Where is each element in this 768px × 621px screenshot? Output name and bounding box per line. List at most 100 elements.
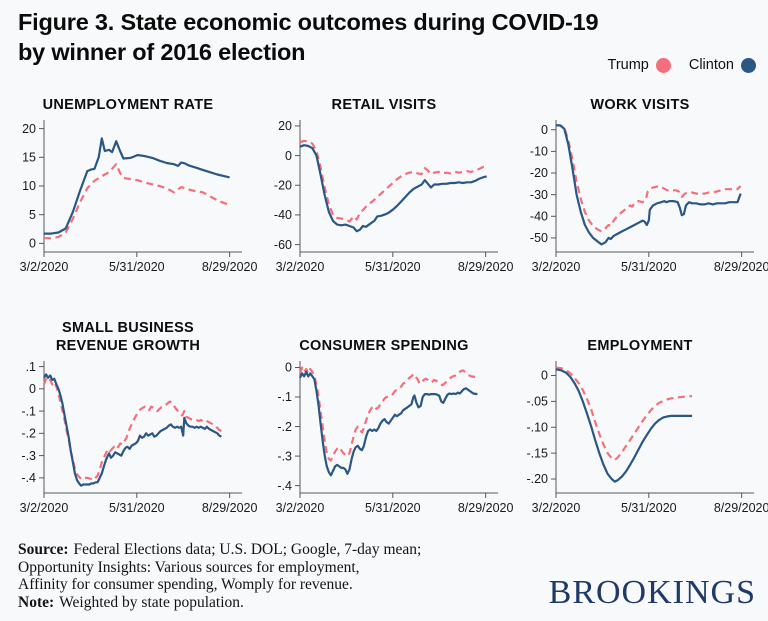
svg-text:-30: -30 (530, 188, 548, 202)
svg-text:-.10: -.10 (526, 420, 548, 434)
figure-title-line2: by winner of 2016 election (18, 38, 306, 65)
legend: Trump Clinton (608, 57, 756, 73)
chart-retail-visits: RETAIL VISITS 20 0 -20 -40 -60 3/2/2020 5/31/20… (256, 90, 514, 282)
svg-text:-10: -10 (530, 145, 548, 159)
svg-text:8/29/2020: 8/29/2020 (458, 260, 514, 274)
svg-text:0: 0 (285, 361, 292, 375)
svg-text:-.3: -.3 (21, 449, 36, 463)
svg-text:3/2/2020: 3/2/2020 (532, 260, 581, 274)
svg-text:5/31/2020: 5/31/2020 (109, 260, 165, 274)
svg-text:15: 15 (22, 151, 36, 165)
svg-text:-60: -60 (274, 238, 292, 252)
source-line-3: Affinity for consumer spending, Womply f… (18, 576, 353, 593)
chart-title-line: RETAIL VISITS (331, 96, 437, 113)
plot-area: 0 -10 -20 -30 -40 -50 3/2/2020 5/31/2020 8/29/20… (530, 120, 768, 274)
brookings-logo: BROOKINGS (548, 574, 756, 611)
svg-text:-20: -20 (274, 178, 292, 192)
chart-title: SMALL BUSINESS REVENUE GROWTH (56, 315, 200, 355)
svg-text:5/31/2020: 5/31/2020 (621, 260, 677, 274)
plot-area: 0 -.1 -.2 -.3 -.4 3/2/2020 5/31/2020 8/29/2020 (276, 361, 514, 515)
svg-text:-.15: -.15 (526, 446, 548, 460)
svg-text:5: 5 (29, 208, 36, 222)
svg-text:-40: -40 (530, 209, 548, 223)
trump-color-dot-icon (655, 57, 671, 73)
plot-area: 0 -.05 -.10 -.15 -.20 3/2/2020 5/31/2020 8/29/2… (526, 361, 768, 515)
svg-text:-50: -50 (530, 231, 548, 245)
svg-text:0: 0 (541, 123, 548, 137)
charts-grid: UNEMPLOYMENT RATE 20 15 10 5 0 3/2/2020 5/31/20… (0, 90, 768, 523)
axes: 0 -.1 -.2 -.3 -.4 3/2/2020 5/31/2020 8/29/2020 (276, 361, 514, 515)
chart-title-line: UNEMPLOYMENT RATE (42, 96, 214, 113)
chart-title: RETAIL VISITS (332, 90, 437, 114)
svg-text:-.2: -.2 (21, 427, 36, 441)
axes: 20 15 10 5 0 3/2/2020 5/31/2020 8/29/2020 (20, 120, 258, 274)
trump-line (44, 163, 230, 240)
svg-text:20: 20 (22, 122, 36, 136)
chart-work-visits: WORK VISITS 0 -10 -20 -30 -40 -50 3/2/2020 5/31/… (512, 90, 768, 282)
figure-title: Figure 3. State economic outcomes during… (18, 8, 599, 68)
clinton-line (299, 144, 487, 233)
chart-employment: EMPLOYMENT 0 -.05 -.10 -.15 -.20 3/2/2020 5/31/… (512, 315, 768, 523)
svg-text:5/31/2020: 5/31/2020 (365, 260, 421, 274)
clinton-line (299, 370, 478, 477)
svg-text:5/31/2020: 5/31/2020 (365, 501, 421, 515)
svg-text:5/31/2020: 5/31/2020 (109, 501, 165, 515)
axes: 20 0 -20 -40 -60 3/2/2020 5/31/2020 8/29/2020 (274, 119, 514, 274)
svg-text:8/29/2020: 8/29/2020 (202, 260, 258, 274)
footer-notes: Source: Federal Elections data; U.S. DOL;… (18, 541, 421, 611)
svg-text:3/2/2020: 3/2/2020 (20, 260, 69, 274)
svg-text:8/29/2020: 8/29/2020 (714, 260, 768, 274)
source-line-2: Opportunity Insights: Various sources fo… (18, 558, 360, 576)
clinton-line (556, 124, 742, 246)
svg-text:8/29/2020: 8/29/2020 (714, 501, 768, 515)
svg-text:3/2/2020: 3/2/2020 (276, 501, 325, 515)
svg-text:0: 0 (285, 149, 292, 163)
source-line-1: Source: Federal Elections data; U.S. DOL;… (18, 541, 422, 558)
clinton-line (43, 373, 222, 487)
chart-title: EMPLOYMENT (587, 315, 692, 355)
clinton-color-dot-icon (741, 57, 756, 73)
svg-text:-.2: -.2 (277, 420, 292, 434)
legend-item-trump: Trump (608, 57, 671, 73)
note-line: Note: Weighted by state population. (18, 593, 244, 611)
svg-text:.1: .1 (26, 360, 36, 374)
clinton-line (44, 137, 230, 235)
clinton-line (555, 368, 693, 483)
svg-text:-.4: -.4 (21, 471, 36, 485)
axes: .1 0 -.1 -.2 -.3 -.4 3/2/2020 5/31/2020 8/29/202… (20, 360, 258, 515)
chart-unemployment-rate: UNEMPLOYMENT RATE 20 15 10 5 0 3/2/2020 5/31/20… (0, 90, 258, 282)
chart-title: UNEMPLOYMENT RATE (43, 90, 214, 114)
svg-text:-.1: -.1 (277, 390, 292, 404)
source-label: Source: (18, 541, 69, 558)
chart-title-line: EMPLOYMENT (587, 337, 693, 354)
chart-title-line: SMALL BUSINESS (61, 319, 195, 336)
plot-area: 20 0 -20 -40 -60 3/2/2020 5/31/2020 8/29/2020 (274, 119, 514, 274)
trump-line (299, 139, 487, 223)
chart-title: CONSUMER SPENDING (299, 315, 468, 355)
svg-text:-.1: -.1 (21, 404, 36, 418)
trump-line (42, 377, 222, 482)
chart-consumer-spending: CONSUMER SPENDING 0 -.1 -.2 -.3 -.4 3/2/2020 5/… (256, 315, 514, 523)
svg-text:3/2/2020: 3/2/2020 (276, 260, 325, 274)
svg-text:-40: -40 (274, 208, 292, 222)
svg-text:3/2/2020: 3/2/2020 (532, 501, 581, 515)
chart-title: WORK VISITS (590, 90, 689, 114)
axes: 0 -10 -20 -30 -40 -50 3/2/2020 5/31/2020 8/29/20… (530, 120, 768, 274)
plot-area: 20 15 10 5 0 3/2/2020 5/31/2020 8/29/2020 (20, 120, 258, 274)
trump-line (298, 366, 479, 462)
axes: 0 -.05 -.10 -.15 -.20 3/2/2020 5/31/2020 8/29/2… (526, 361, 768, 515)
svg-text:-.4: -.4 (277, 479, 292, 493)
legend-item-clinton: Clinton (689, 57, 756, 73)
chart-title-line: REVENUE GROWTH (55, 337, 201, 354)
chart-small-business-revenue-growth: SMALL BUSINESS REVENUE GROWTH .1 0 -.1 -.2 -.3… (0, 315, 258, 523)
svg-text:8/29/2020: 8/29/2020 (458, 501, 514, 515)
svg-text:0: 0 (29, 382, 36, 396)
trump-line (555, 366, 693, 461)
svg-text:-.05: -.05 (526, 395, 548, 409)
svg-text:-20: -20 (530, 166, 548, 180)
note-label: Note: (18, 593, 55, 611)
figure-title-line1: Figure 3. State economic outcomes during… (18, 9, 599, 35)
plot-area: .1 0 -.1 -.2 -.3 -.4 3/2/2020 5/31/2020 8/29/202… (20, 360, 258, 515)
trump-line (556, 124, 742, 233)
svg-text:0: 0 (541, 369, 548, 383)
